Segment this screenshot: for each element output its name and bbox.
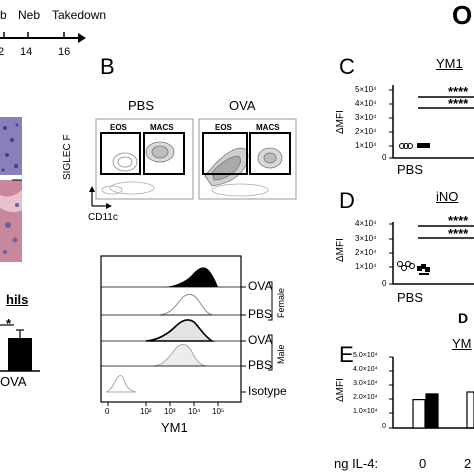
panel-d-title: iNO — [436, 189, 459, 204]
timeline-label: Takedown — [52, 8, 107, 22]
x-group-label: PBS — [397, 162, 424, 177]
y-tick: 5×10⁴ — [355, 85, 377, 94]
y-tick: 0 — [382, 279, 387, 288]
panel-label-c: C — [339, 54, 355, 79]
data-point — [421, 264, 426, 269]
histogram-stack — [100, 255, 242, 406]
y-tick: 1×10⁴ — [355, 141, 377, 150]
y-tick: 1×10⁴ — [355, 262, 377, 271]
x-axis-label: CD11c — [88, 212, 118, 223]
gate-macs-ova — [249, 132, 291, 175]
significance-marker: * — [6, 316, 12, 331]
hist-x-tick: 10³ — [164, 407, 176, 416]
panel-c-plot — [389, 85, 474, 159]
hist-x-tick: 10⁵ — [212, 407, 225, 416]
panel-label-d: D — [339, 188, 355, 213]
x-group-label: OVA — [0, 374, 27, 389]
y-tick: 3.0×10⁴ — [353, 380, 378, 387]
timeline-tick-label: 2 — [0, 46, 5, 58]
y-tick: 2×10⁴ — [355, 127, 377, 136]
data-point — [421, 143, 426, 148]
panel-e-bars — [412, 393, 439, 429]
hist-row-label: PBS — [248, 307, 273, 321]
data-point — [409, 263, 415, 269]
timeline-tick-label: 14 — [20, 46, 33, 58]
bar-series-1-cat-0 — [425, 393, 439, 429]
data-point — [399, 143, 405, 149]
flow-plot-pbs — [95, 118, 194, 200]
significance-marker: **** — [448, 84, 469, 99]
hist-row-label: PBS — [248, 358, 273, 372]
panel-label-fragment: O — [452, 0, 473, 30]
timeline-tick-label: 16 — [58, 46, 71, 58]
data-point — [401, 265, 407, 271]
panel-label-fragment: D — [458, 310, 469, 326]
gate-macs-pbs — [143, 132, 185, 175]
hist-row-label: OVA — [248, 279, 273, 293]
panel-label-b: B — [100, 54, 115, 79]
y-tick: 0 — [382, 423, 386, 430]
y-axis-label: ΔMFI — [335, 238, 346, 262]
significance-marker: **** — [448, 226, 469, 241]
gate-label-eos: EOS — [215, 123, 232, 132]
panel-c-title: YM1 — [436, 56, 463, 71]
hist-x-axis-label: YM1 — [161, 420, 188, 435]
hist-row-label: OVA — [248, 333, 273, 347]
gate-label-eos: EOS — [110, 123, 127, 132]
gate-eos-ova — [202, 132, 248, 175]
y-tick: 2.0×10⁴ — [353, 394, 378, 401]
y-tick: 3×10⁴ — [355, 113, 377, 122]
y-tick: 5.0×10⁴ — [353, 352, 378, 359]
x-group-label: PBS — [397, 290, 424, 305]
significance-marker: **** — [448, 213, 469, 228]
group-label-ova: OVA — [229, 98, 256, 113]
panel-e-title: YM — [452, 336, 472, 351]
bar-ova — [8, 338, 32, 371]
histology-image-top — [0, 117, 22, 175]
hist-row-label: Isotype — [248, 384, 287, 398]
y-tick: 4×10⁴ — [355, 219, 377, 228]
significance-marker: **** — [448, 96, 469, 111]
x-value: 2 — [464, 456, 472, 471]
gate-label-macs: MACS — [256, 123, 280, 132]
y-tick: 0 — [382, 153, 387, 162]
gate-eos-pbs — [100, 132, 141, 175]
hist-x-tick: 10⁴ — [188, 407, 201, 416]
gate-label-macs: MACS — [150, 123, 174, 132]
group-label-pbs: PBS — [128, 98, 155, 113]
y-tick: 4×10⁴ — [355, 99, 377, 108]
y-tick: 2×10⁴ — [355, 248, 377, 257]
data-point — [407, 143, 413, 149]
y-tick: 1.0×10⁴ — [353, 408, 378, 415]
panel-d-plot — [389, 222, 474, 285]
panel-label-e: E — [339, 342, 354, 367]
y-axis-label: ΔMFI — [335, 378, 346, 402]
x-row-label: ng IL-4: — [334, 456, 379, 471]
data-point — [425, 143, 430, 148]
x-value: 0 — [419, 456, 427, 471]
flow-plot-ova — [198, 118, 297, 200]
timeline-arrow — [78, 33, 86, 43]
bar-series-0-cat-0 — [412, 399, 426, 429]
histology-image-bottom — [0, 180, 22, 262]
timeline-label: Neb — [18, 8, 41, 22]
y-tick: 3×10⁴ — [355, 234, 377, 243]
data-point — [425, 267, 430, 272]
left-chart-title: hils — [6, 292, 29, 307]
hist-x-tick: 10² — [140, 407, 152, 416]
timeline-label: b — [0, 8, 7, 22]
data-point — [397, 261, 403, 267]
sex-label-male: Male — [276, 344, 286, 364]
y-tick: 4.0×10⁴ — [353, 366, 378, 373]
data-point — [417, 266, 422, 271]
hist-x-tick: 0 — [105, 407, 110, 416]
sex-label-female: Female — [276, 287, 286, 318]
left-bar-chart — [0, 324, 40, 372]
y-axis-label: SIGLEC F — [62, 134, 73, 180]
hist-ova-female — [165, 267, 218, 287]
data-point — [403, 143, 409, 149]
data-point — [417, 143, 422, 148]
y-axis-label: ΔMFI — [335, 110, 346, 134]
